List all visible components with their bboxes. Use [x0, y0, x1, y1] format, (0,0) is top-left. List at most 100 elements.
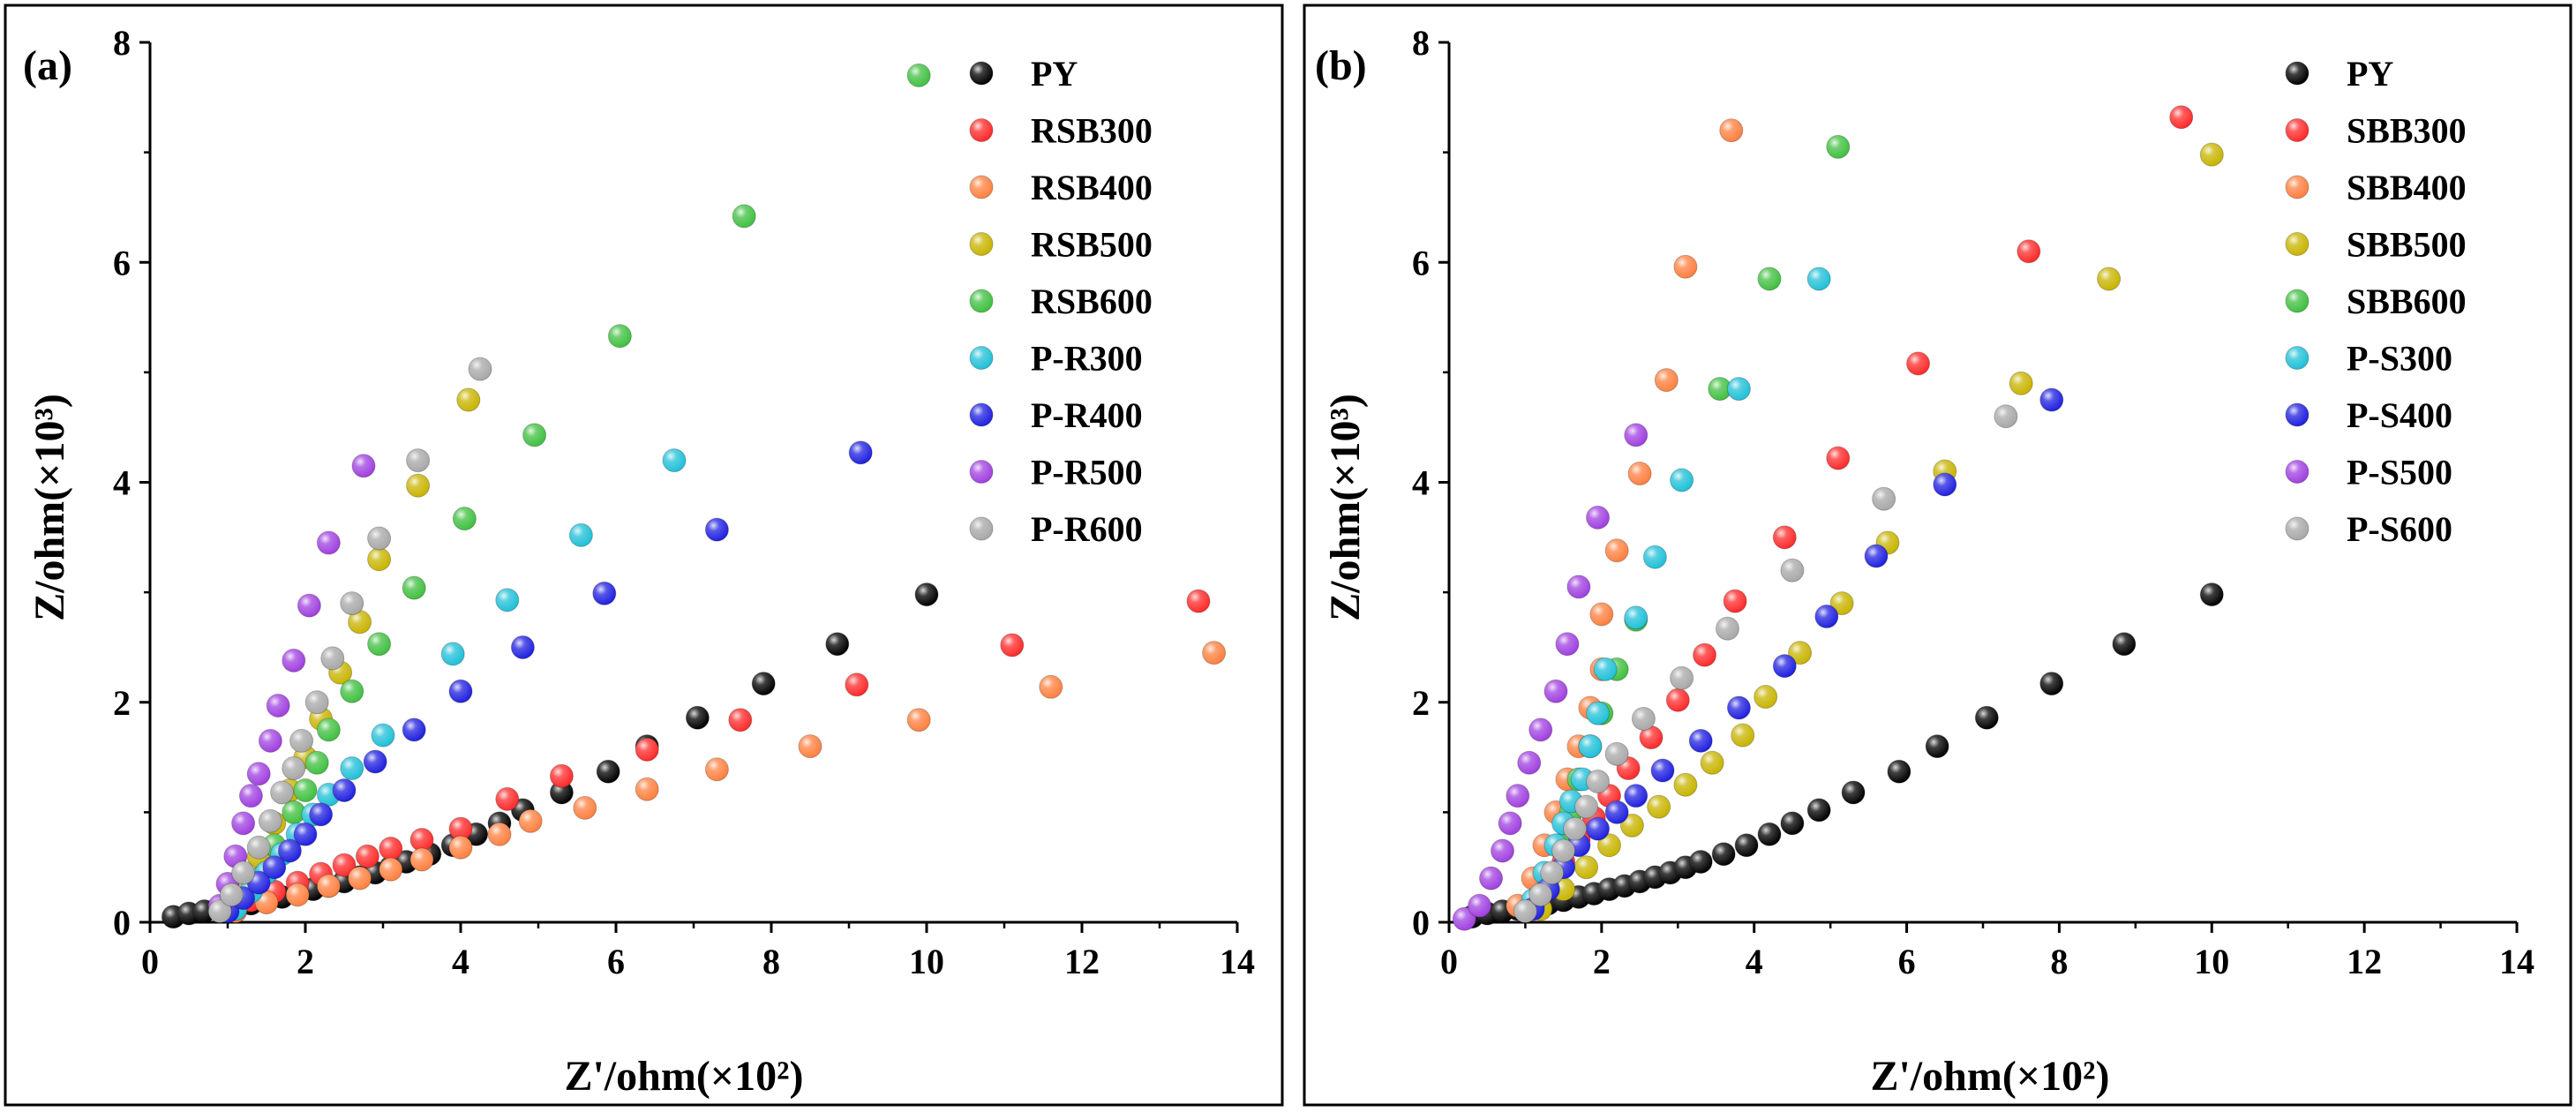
legend-label: P-R500 [1031, 453, 1143, 492]
data-point [231, 811, 256, 836]
data-point [1593, 657, 1618, 681]
x-tick-label: 6 [607, 942, 625, 981]
data-point [1933, 472, 1957, 497]
data-point [1586, 505, 1611, 530]
data-point [1491, 899, 1514, 924]
data-point [1647, 794, 1671, 819]
data-point [1670, 468, 1694, 492]
data-point [1826, 446, 1851, 470]
data-point [270, 780, 295, 805]
data-point [316, 718, 341, 742]
x-tick-label: 8 [2050, 942, 2068, 981]
data-point [825, 632, 850, 657]
x-axis-title: Z'/ohm(×10²) [1870, 1053, 2109, 1100]
data-point [2199, 142, 2224, 167]
data-point [258, 808, 282, 833]
data-point [409, 847, 434, 872]
data-point [1826, 134, 1851, 159]
data-point [282, 756, 306, 781]
data-point [468, 357, 492, 381]
legend-marker [969, 118, 994, 142]
legend-marker [969, 346, 994, 370]
data-point [2039, 672, 2064, 696]
y-tick-label: 0 [1412, 903, 1430, 943]
data-point [568, 522, 593, 547]
data-point [1864, 544, 1889, 568]
legend-label: SBB400 [2347, 168, 2467, 207]
series-rsb400 [223, 641, 1227, 924]
data-point [1639, 725, 1664, 750]
x-axis-title: Z'/ohm(×10²) [564, 1053, 803, 1100]
data-point [1566, 575, 1591, 599]
data-point [1715, 616, 1739, 641]
legend-item-sbb300: SBB300 [2285, 111, 2467, 151]
y-tick-label: 6 [1412, 243, 1430, 282]
panel-label: (a) [23, 42, 72, 89]
legend-item-py: PY [2285, 54, 2393, 94]
data-point [258, 728, 282, 753]
data-point [340, 756, 364, 781]
legend-label: RSB300 [1031, 111, 1153, 151]
data-point [848, 440, 873, 465]
legend-marker [969, 460, 994, 484]
data-point [1631, 706, 1656, 731]
data-point [1673, 772, 1698, 797]
data-point [406, 448, 431, 473]
legend-item-p-r500: P-R500 [969, 453, 1143, 492]
x-tick-label: 6 [1898, 942, 1916, 981]
x-tick-label: 0 [141, 942, 159, 981]
data-point [282, 648, 306, 672]
series-py [1460, 582, 2224, 929]
legend-item-p-s300: P-S300 [2285, 339, 2452, 379]
legend-label: SBB300 [2347, 111, 2467, 151]
data-point [1186, 589, 1211, 613]
data-point [1202, 641, 1227, 665]
data-point [1574, 855, 1599, 880]
data-point [906, 708, 931, 733]
data-point [596, 759, 620, 784]
data-point [1642, 545, 1667, 569]
data-point [355, 844, 379, 868]
legend-label: RSB600 [1031, 282, 1153, 321]
legend-item-rsb500: RSB500 [969, 225, 1153, 265]
data-point [1887, 759, 1911, 784]
data-point [379, 857, 403, 882]
data-point [704, 517, 729, 542]
data-point [1551, 838, 1576, 863]
data-point [297, 593, 321, 618]
panel-frame [4, 4, 1284, 1107]
data-point [2199, 582, 2224, 607]
data-point [282, 800, 306, 824]
data-point [1563, 816, 1588, 841]
data-point [219, 883, 244, 907]
data-point [1597, 833, 1621, 858]
data-point [289, 728, 314, 753]
data-point [510, 635, 535, 659]
legend-marker [2285, 118, 2309, 142]
data-point [316, 530, 341, 555]
data-point [914, 582, 939, 607]
data-point [1624, 423, 1648, 447]
legend-marker [2285, 232, 2309, 256]
legend-label: P-R600 [1031, 509, 1143, 549]
legend-marker [2285, 460, 2309, 484]
data-point [1754, 685, 1778, 710]
data-point [320, 646, 345, 671]
data-point [367, 526, 392, 551]
y-axis-title: Z/ohm(×10³) [1322, 394, 1369, 621]
data-point [635, 737, 659, 762]
panel-label: (b) [1315, 42, 1367, 89]
legend-label: SBB500 [2347, 225, 2467, 265]
series-p-r500 [207, 454, 376, 918]
data-point [522, 423, 547, 447]
data-point [906, 63, 931, 87]
series-p-s600 [1513, 404, 2018, 924]
data-point [1700, 750, 1724, 775]
legend-label: P-S400 [2347, 395, 2452, 435]
data-point [304, 690, 329, 715]
data-point [277, 838, 302, 863]
data-point [340, 591, 364, 616]
legend-item-p-r400: P-R400 [969, 395, 1143, 435]
data-point [332, 853, 357, 877]
